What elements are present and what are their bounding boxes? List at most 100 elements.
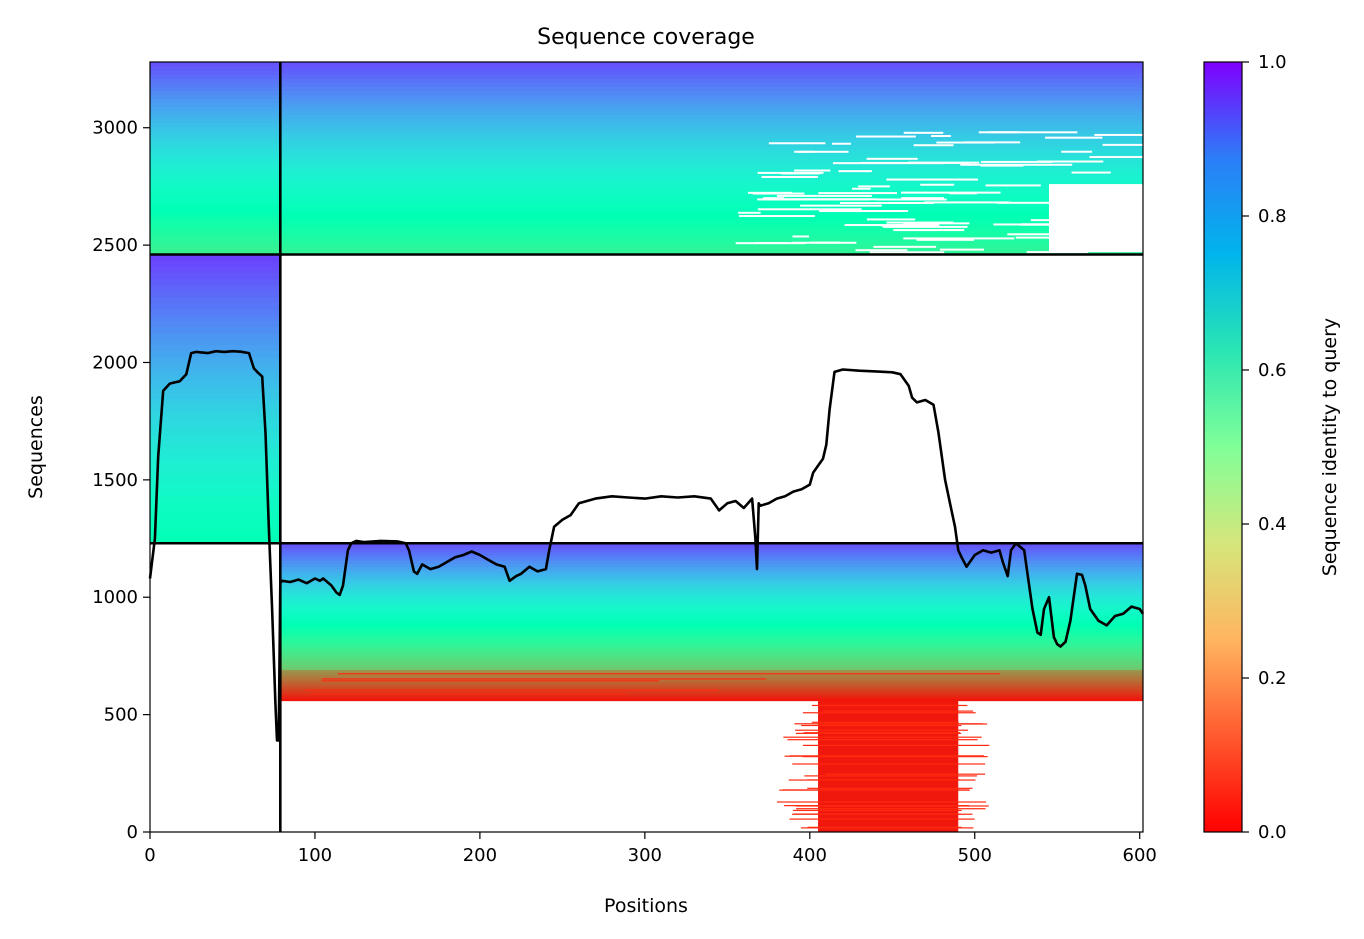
heatmap-band — [280, 694, 1143, 697]
heatmap-band — [280, 574, 1143, 579]
heatmap-block — [150, 62, 281, 256]
heatmap-band — [280, 615, 1143, 619]
heatmap-band — [150, 513, 281, 520]
heatmap-band — [280, 118, 1143, 123]
gap — [901, 197, 944, 200]
heatmap-band — [280, 586, 1143, 591]
heatmap-band — [280, 551, 1143, 556]
heatmap-band — [280, 698, 1143, 700]
gap — [876, 198, 947, 201]
heatmap-band — [150, 320, 281, 328]
heatmap-band — [150, 537, 281, 544]
heatmap-band — [280, 685, 1143, 688]
heatmap-band — [280, 677, 1143, 679]
heatmap-block — [150, 254, 281, 544]
gap — [838, 170, 872, 173]
heatmap-band — [150, 86, 281, 91]
low-identity-line — [803, 732, 960, 734]
heatmap-band — [280, 194, 1143, 199]
gap — [939, 248, 984, 251]
heatmap-band — [150, 170, 281, 175]
heatmap-band — [280, 632, 1143, 637]
gap — [810, 241, 841, 244]
x-tick-label: 200 — [463, 845, 497, 866]
heatmap-band — [280, 198, 1143, 203]
gap — [883, 225, 968, 228]
heatmap-band — [150, 278, 281, 286]
heatmap-band — [280, 688, 1143, 690]
heatmap-band — [150, 214, 281, 220]
y-axis-label: Sequences — [25, 395, 47, 499]
heatmap-band — [150, 416, 281, 424]
heatmap-band — [280, 206, 1143, 211]
gap — [757, 198, 870, 201]
heatmap-band — [280, 671, 1143, 673]
heatmap-band — [280, 694, 1143, 696]
heatmap-band — [280, 158, 1143, 163]
low-identity-line — [822, 710, 974, 712]
heatmap-band — [150, 234, 281, 240]
low-identity-line — [784, 805, 970, 807]
gap — [913, 144, 954, 147]
chart-title: Sequence coverage — [537, 25, 755, 50]
low-identity-line — [801, 724, 962, 727]
heatmap-band — [280, 686, 1143, 688]
heatmap-band — [150, 501, 281, 508]
gap — [881, 224, 902, 227]
heatmap-band — [150, 272, 281, 280]
gap — [761, 175, 818, 178]
heatmap-band — [280, 670, 1143, 672]
plot-frame — [149, 61, 1144, 833]
heatmap-band — [150, 246, 281, 252]
gap — [797, 150, 849, 153]
gap — [763, 197, 785, 200]
heatmap-band — [280, 66, 1143, 71]
heatmap-band — [280, 546, 1143, 550]
heatmap-band — [150, 174, 281, 179]
heatmap-band — [280, 696, 1143, 698]
y-axis: 0 500 1000 1500 2000 2500 3000 — [92, 118, 150, 843]
heatmap-band — [150, 398, 281, 406]
heatmap-band — [150, 226, 281, 232]
gap — [964, 141, 1021, 144]
y-tick-label: 0 — [127, 822, 138, 843]
heatmap-band — [280, 246, 1143, 252]
heatmap-band — [150, 166, 281, 171]
heatmap-band — [280, 70, 1143, 75]
heatmap-band — [280, 647, 1143, 651]
heatmap-band — [150, 296, 281, 304]
heatmap-band — [150, 434, 281, 442]
heatmap-band — [150, 90, 281, 95]
low-identity-line — [795, 732, 962, 734]
heatmap-band — [150, 218, 281, 224]
heatmap-band — [280, 697, 1143, 700]
heatmap-band — [280, 679, 1143, 681]
heatmap-band — [280, 543, 1143, 547]
heatmap-band — [150, 422, 281, 430]
heatmap-band — [280, 682, 1143, 684]
heatmap-band — [280, 114, 1143, 119]
heatmap-band — [280, 695, 1143, 697]
low-identity-line — [789, 818, 975, 820]
heatmap-band — [280, 595, 1143, 599]
heatmap-band — [280, 684, 1143, 686]
gap — [916, 238, 975, 241]
gap — [960, 163, 1073, 166]
heatmap-band — [150, 344, 281, 352]
low-identity-line — [789, 755, 985, 757]
heatmap-band — [150, 182, 281, 187]
heatmap-band — [150, 102, 281, 107]
heatmap-band — [150, 368, 281, 376]
gap — [996, 201, 1078, 204]
heatmap-band — [280, 671, 1143, 674]
heatmap-band — [280, 621, 1143, 625]
heatmap-band — [150, 118, 281, 123]
heatmap-band — [280, 178, 1143, 183]
gap — [985, 184, 1041, 187]
x-tick-label: 300 — [628, 845, 662, 866]
heatmap-band — [150, 314, 281, 322]
gap — [752, 192, 805, 195]
heatmap-band — [150, 380, 281, 388]
heatmap-band — [150, 465, 281, 472]
heatmap-band — [150, 374, 281, 382]
